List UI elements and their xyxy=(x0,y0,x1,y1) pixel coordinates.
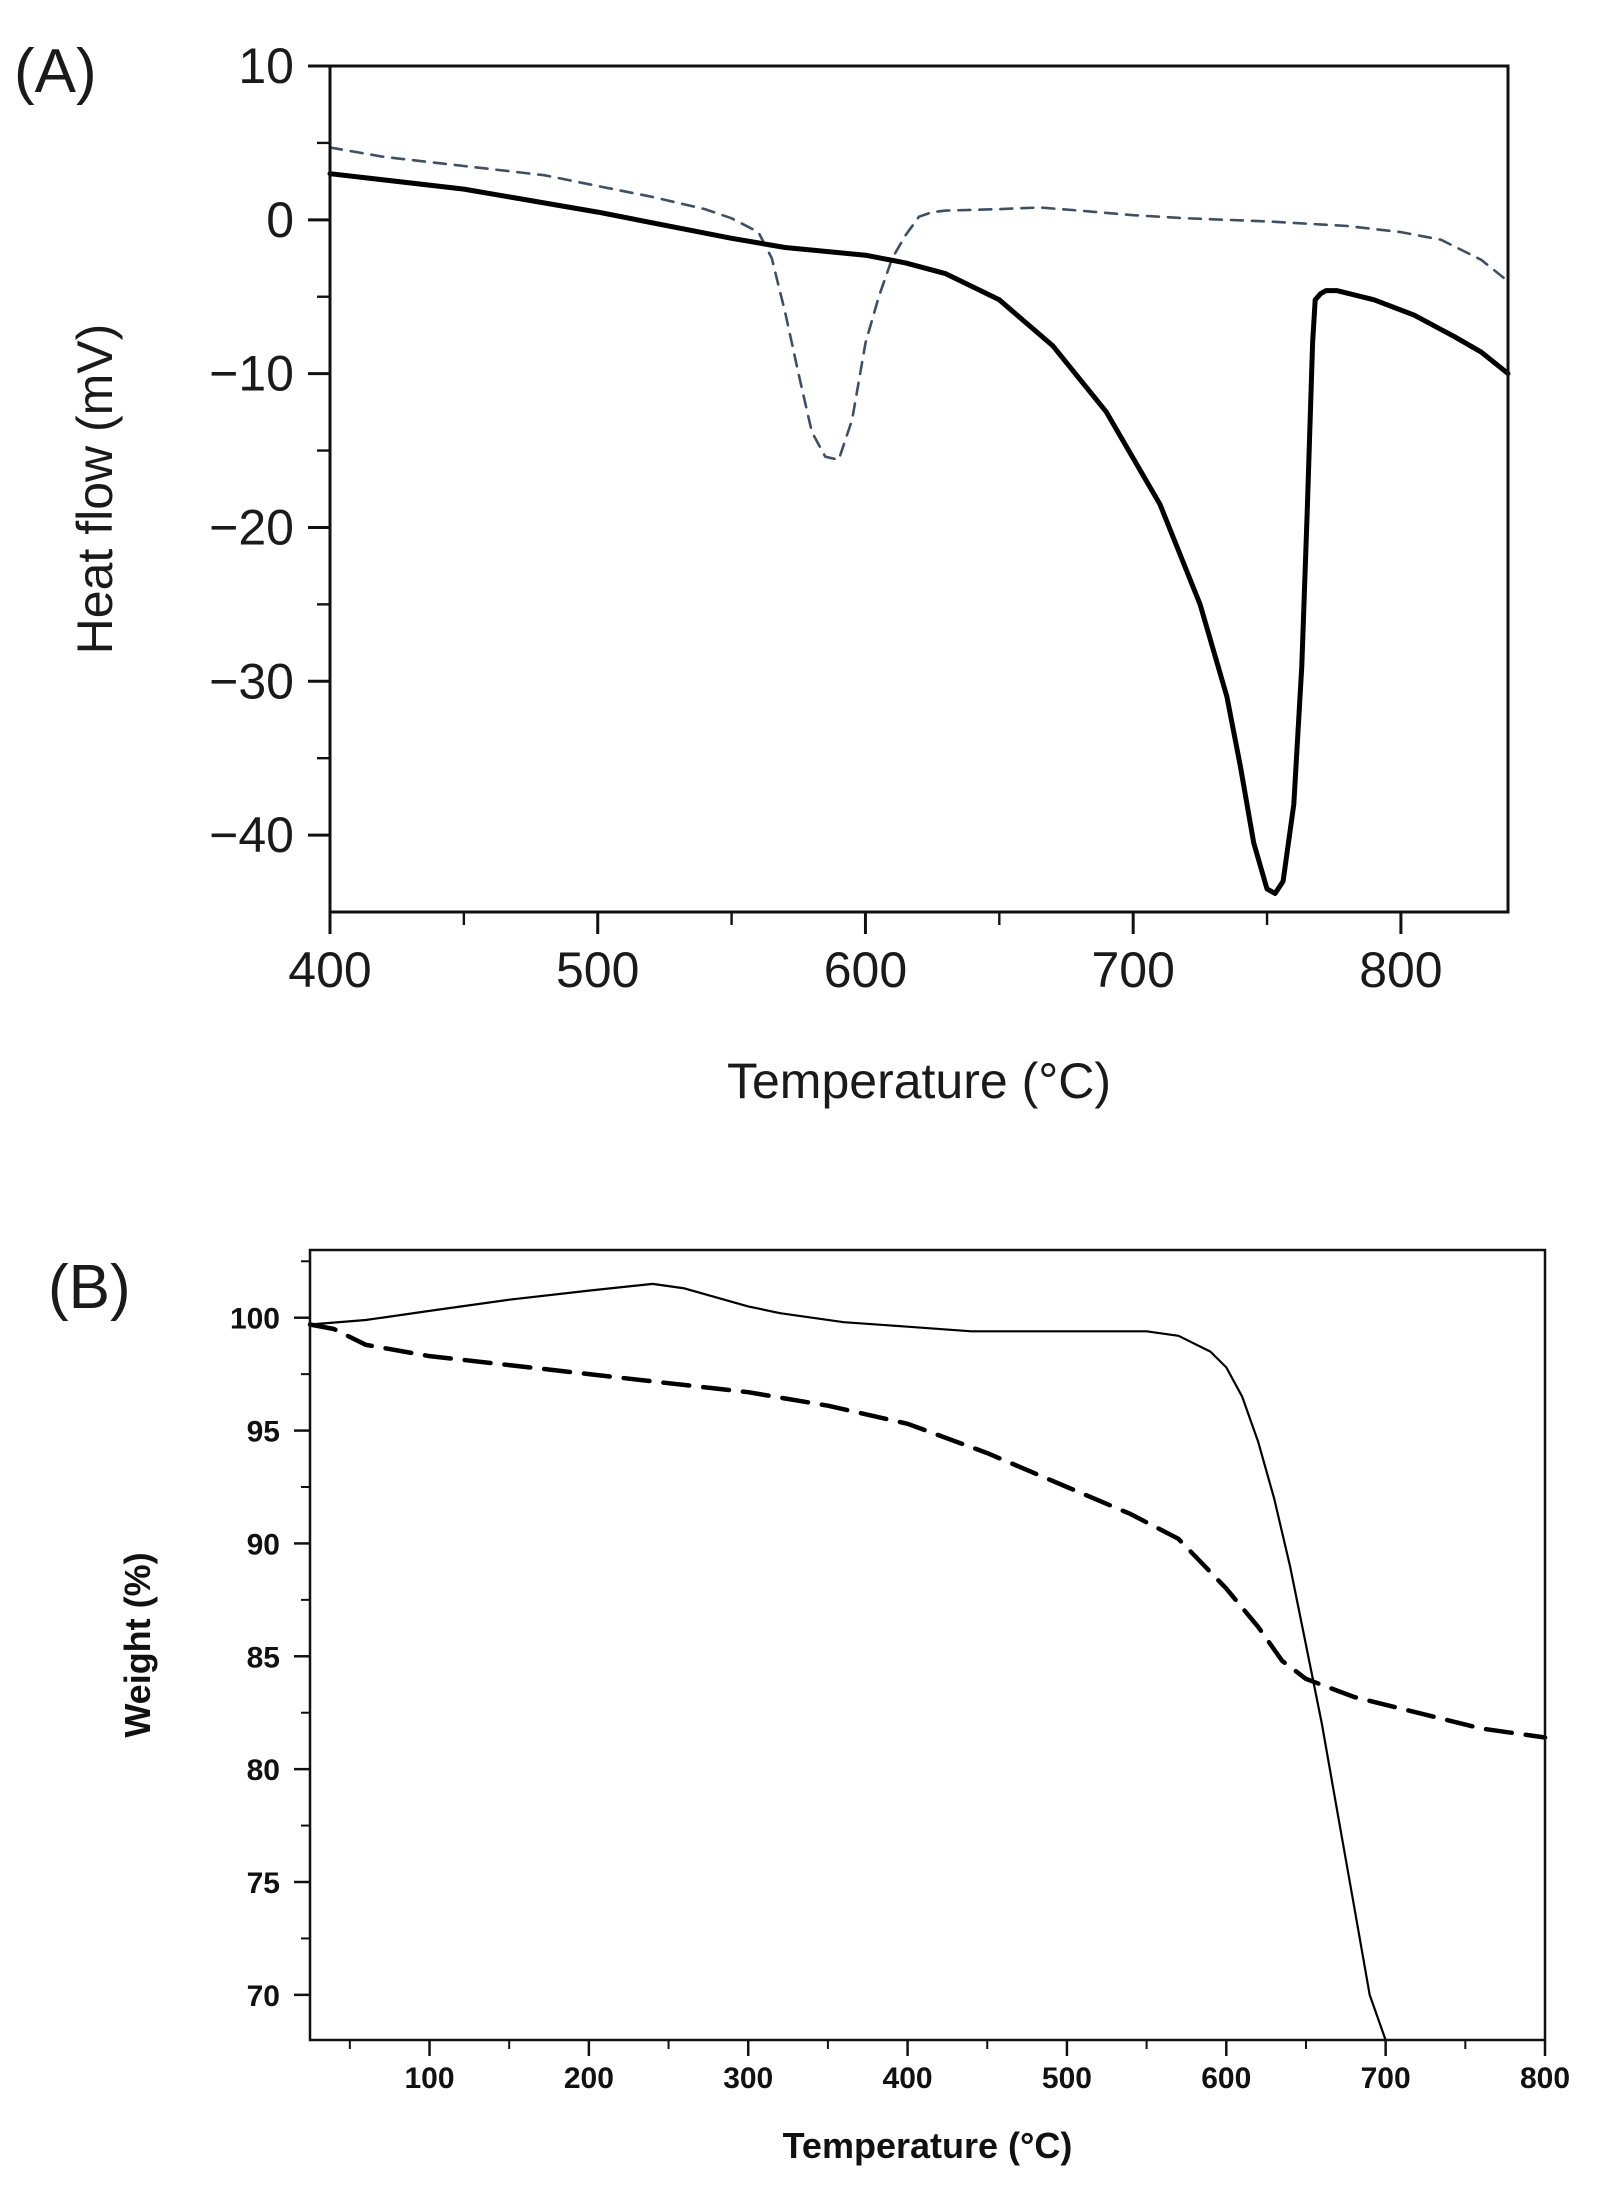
y-tick-label: 100 xyxy=(230,1303,280,1336)
x-tick-label: 700 xyxy=(1091,942,1174,998)
y-tick-label: −40 xyxy=(209,807,294,863)
x-tick-label: 600 xyxy=(1201,2062,1251,2095)
y-tick-label: −30 xyxy=(209,653,294,709)
x-tick-label: 400 xyxy=(288,942,371,998)
plot-frame xyxy=(328,64,1510,914)
y-tick-label: 85 xyxy=(247,1641,280,1674)
panel-b-weight-chart: 100 200 300 400 500 600 700 800 100 95 90 85 80 75 70 T… xyxy=(48,1248,1570,2166)
y-axis-label: Heat flow (mV) xyxy=(67,324,123,655)
series-dashed-line xyxy=(307,1322,1548,1740)
plot-frame xyxy=(308,1248,1547,2042)
x-tick-label: 800 xyxy=(1520,2062,1570,2095)
y-tick-label: 90 xyxy=(247,1528,280,1561)
x-tick-label: 100 xyxy=(404,2062,454,2095)
x-axis-label: Temperature (°C) xyxy=(783,2125,1073,2166)
y-tick-label: −10 xyxy=(209,346,294,402)
y-tick-label: 75 xyxy=(247,1867,280,1900)
y-tick-label: 80 xyxy=(247,1754,280,1787)
x-tick-label: 500 xyxy=(1042,2062,1092,2095)
y-tick-label: 70 xyxy=(247,1980,280,2013)
x-tick-label: 300 xyxy=(723,2062,773,2095)
y-tick-label: −20 xyxy=(209,499,294,555)
panel-a-heat-flow-chart: 400 500 600 700 800 10 0 −10 −20 −30 −40 Temperatur… xyxy=(14,37,1511,1109)
x-tick-label: 200 xyxy=(564,2062,614,2095)
y-tick-label: 10 xyxy=(238,38,294,94)
x-tick-label: 800 xyxy=(1359,942,1442,998)
series-solid-line xyxy=(327,171,1511,896)
y-tick-label: 95 xyxy=(247,1416,280,1449)
x-tick-label: 500 xyxy=(556,942,639,998)
panel-label: (B) xyxy=(48,1253,131,1322)
series-solid-line xyxy=(308,1282,1387,2042)
y-axis-label: Weight (%) xyxy=(117,1552,158,1737)
x-tick-label: 400 xyxy=(883,2062,933,2095)
x-tick-label: 600 xyxy=(824,942,907,998)
x-axis-label: Temperature (°C) xyxy=(727,1053,1111,1109)
x-tick-label: 700 xyxy=(1361,2062,1411,2095)
panel-label: (A) xyxy=(14,37,97,106)
y-tick-label: 0 xyxy=(266,192,294,248)
